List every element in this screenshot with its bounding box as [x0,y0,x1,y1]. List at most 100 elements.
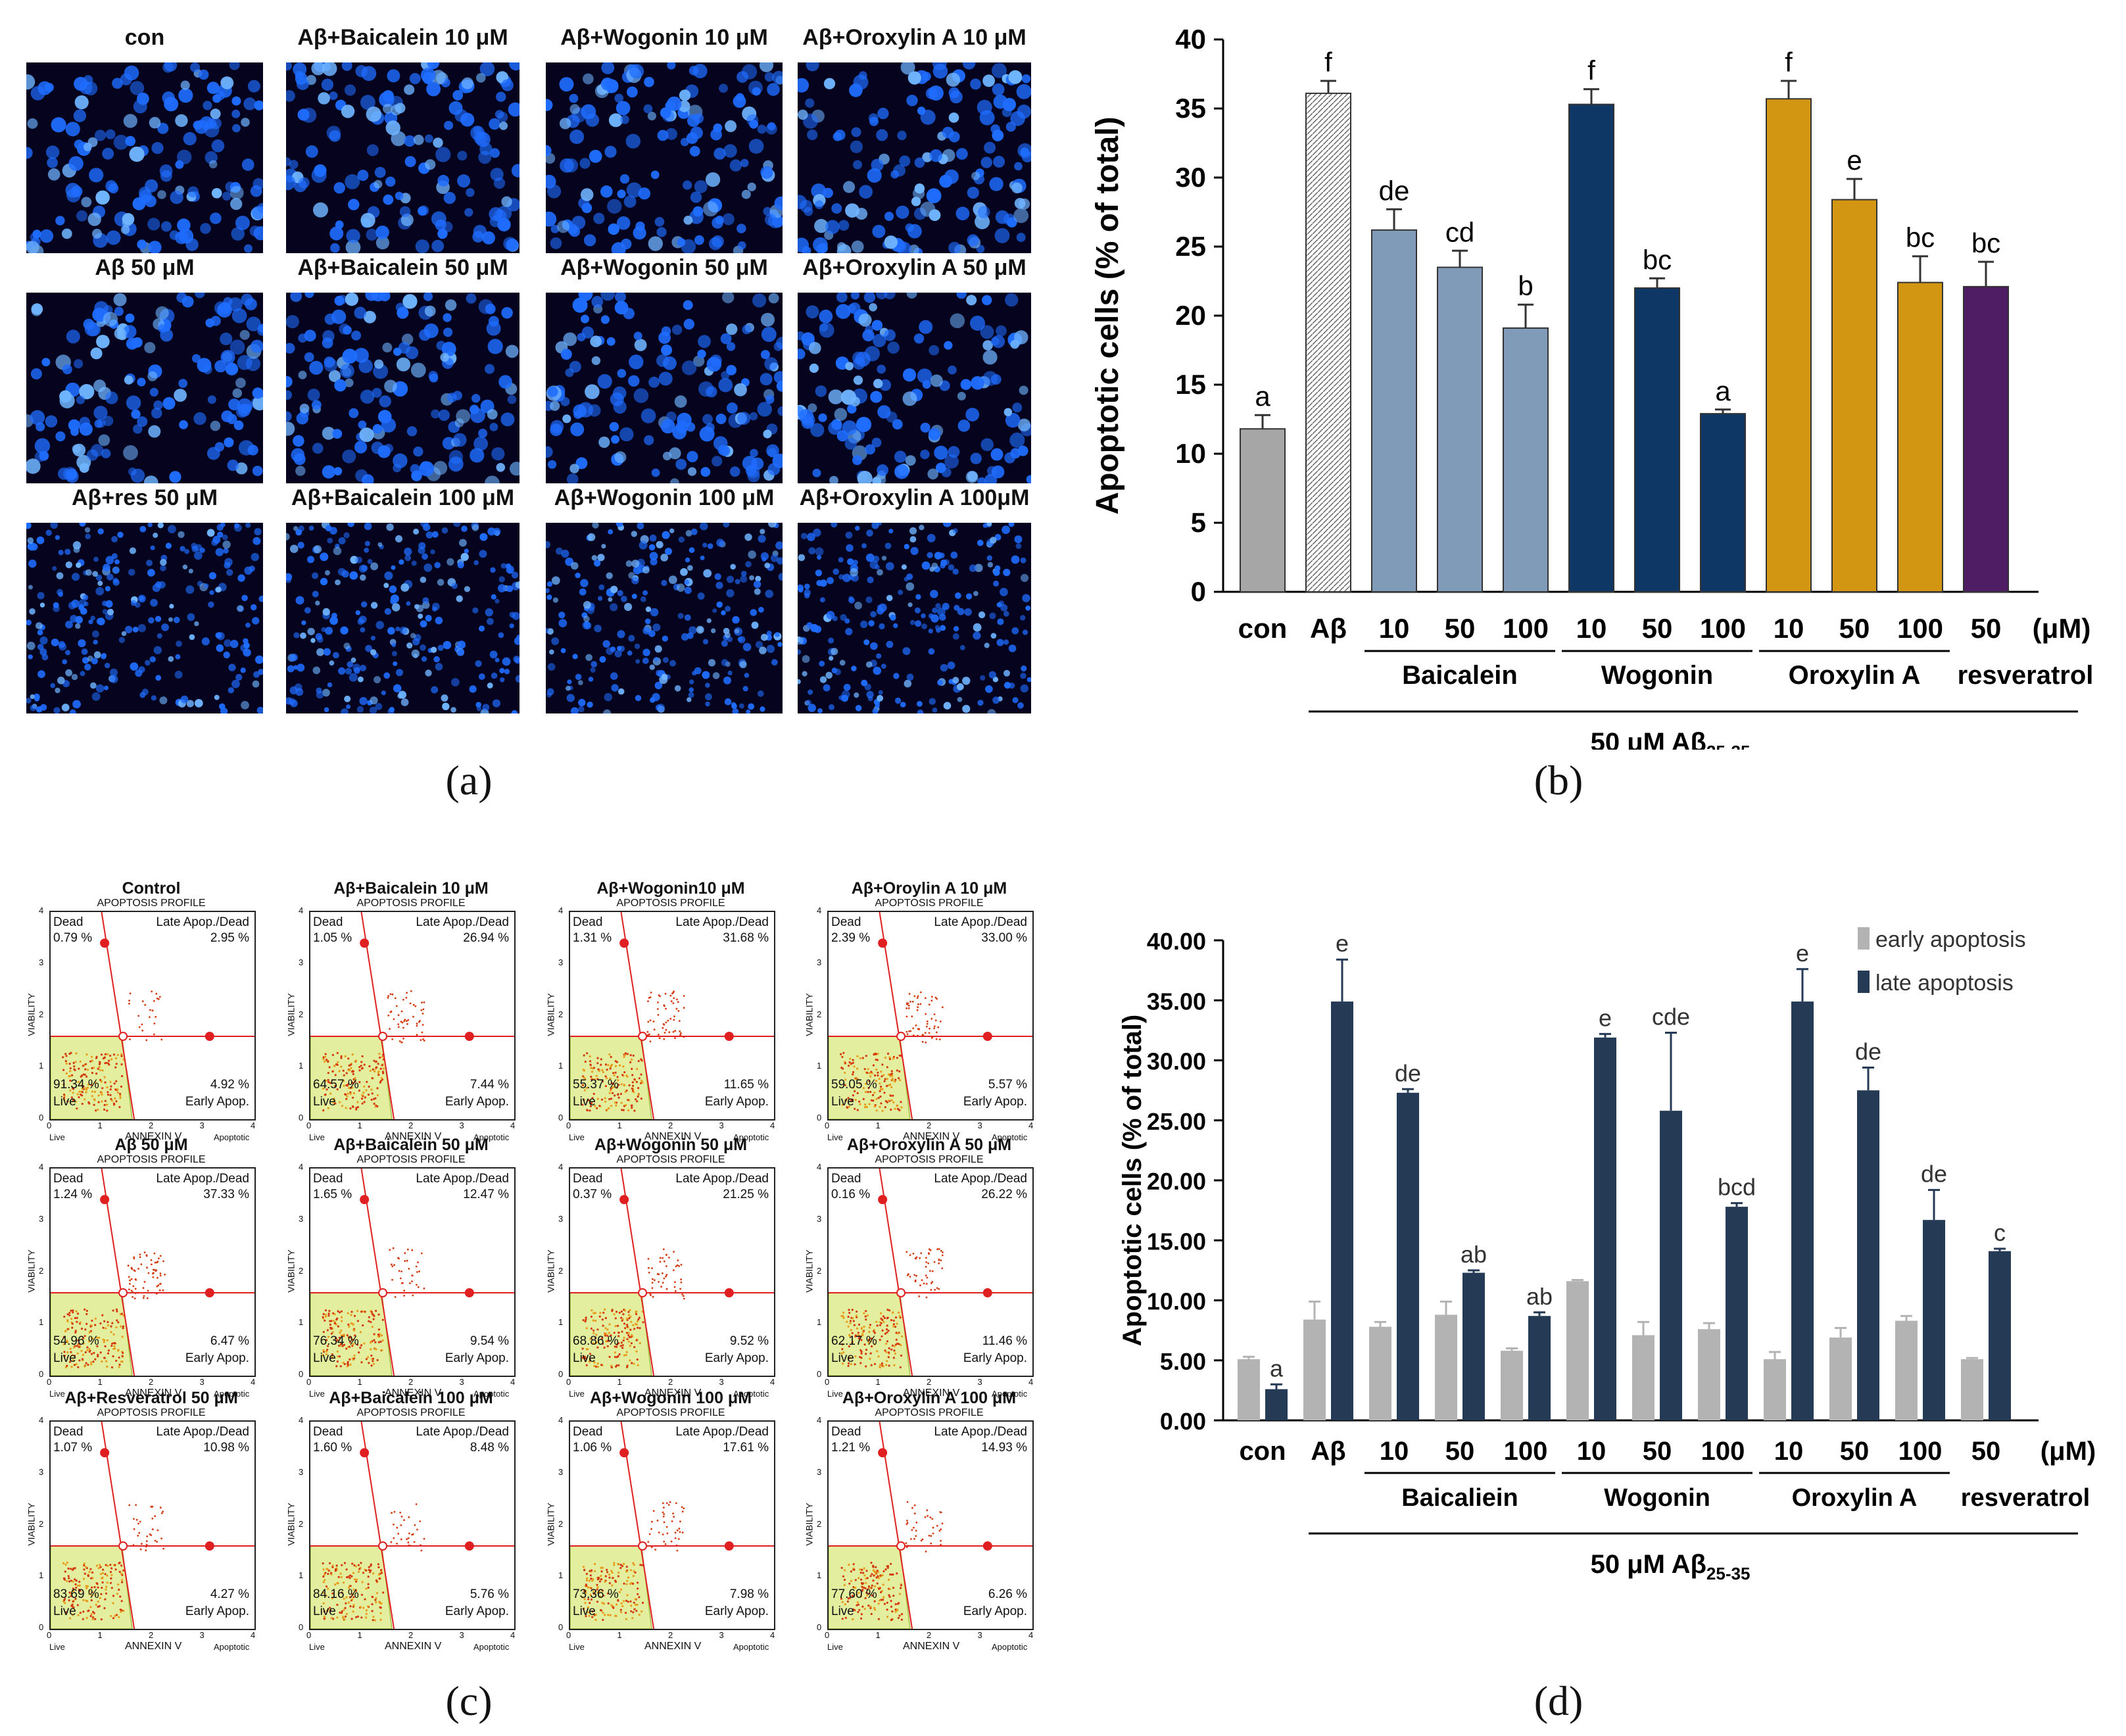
cell-event [856,1601,859,1604]
cell-event [888,1587,891,1591]
cell-event [64,1060,67,1063]
x-tick-label: 0 [47,1630,52,1640]
cell-event [609,1077,612,1080]
cell-event [883,1092,886,1094]
cell-event [610,1570,613,1572]
cell-event [613,1313,616,1316]
cell-event [379,1612,382,1614]
cell-event [400,1524,402,1526]
cell-event [334,1570,337,1572]
cell-event [336,1360,339,1363]
cell-event [402,1038,404,1040]
cell-event [423,1537,425,1540]
cell-event [866,1594,869,1597]
y-tick-label: 4 [39,1415,44,1425]
cell-event [85,1566,87,1568]
cell-event [615,1311,618,1313]
bar-early [1698,1329,1720,1420]
cell-event [865,1318,867,1321]
cell-event [674,1037,676,1039]
bar-late [1660,1111,1682,1420]
bar-late [1528,1316,1551,1420]
cell-event [72,1309,74,1312]
cell-event [882,1596,885,1599]
cell-event [159,1272,162,1274]
cell-event [381,1349,383,1351]
cell-event [335,1564,338,1567]
cell-event [870,1587,873,1589]
cell-event [604,1100,607,1103]
cell-event [85,1585,87,1587]
cell-event [370,1088,373,1091]
cell-event [614,1317,617,1320]
cell-event [898,1070,901,1073]
y-tick-label: 4 [558,1162,564,1172]
y-tick-label: 35 [1175,93,1206,124]
cell-event [101,1091,103,1094]
quadrant-early-value: 4.27 % [210,1587,249,1601]
x-tick-label: 2 [149,1630,154,1640]
flow-plot-subtitle: APOPTOSIS PROFILE [356,898,466,909]
cell-event [347,1057,350,1060]
micrograph-title: Aβ+Baicalein 100 μM [291,485,515,510]
quadrant-late-value: 31.68 % [723,931,769,945]
cell-event [621,1330,623,1333]
cell-event [351,1053,354,1056]
cell-event [868,1072,871,1074]
flow-plot-area [569,1420,775,1630]
cell-event [932,1526,934,1529]
cell-event [607,1614,610,1616]
quadrant-live-value: 68.86 % [573,1334,619,1348]
cell-event [617,1332,620,1334]
cell-event [888,1595,891,1598]
cell-event [128,1504,131,1507]
cell-event [84,1351,87,1354]
cell-event [377,1313,380,1316]
cell-event [110,1097,112,1100]
cell-event [591,1097,594,1099]
cell-event [844,1071,846,1074]
bar-early [1303,1319,1326,1420]
cell-event [876,1324,879,1327]
cell-event [909,1276,911,1278]
cell-event [865,1581,867,1584]
cell-event [859,1595,863,1598]
cell-event [610,1063,613,1066]
cell-event [594,1365,598,1368]
quadrant-early-value: 9.54 % [470,1334,509,1348]
cell-event [854,1579,857,1581]
cell-event [887,1073,890,1076]
cell-event [892,1595,895,1597]
cell-event [842,1314,844,1317]
cell-event [327,1587,329,1590]
gate-handle [360,1195,370,1205]
cell-event [393,1524,395,1526]
y-tick-label: 15 [1175,369,1206,400]
cell-event [886,1608,888,1611]
cell-event [368,1568,370,1572]
quadrant-late-label: Late Apop./Dead [934,915,1027,929]
cell-event [623,1084,625,1086]
cell-event [656,1008,659,1010]
cell-event [97,1101,100,1103]
group-label: Wogonin [1601,661,1713,690]
cell-event [112,1309,114,1312]
cell-event [928,1003,930,1006]
cell-event [97,1067,99,1070]
cell-event [160,1038,163,1041]
cell-event [154,1515,157,1518]
cell-event [594,1613,597,1616]
cell-event [924,1516,927,1518]
cell-event [878,1078,881,1080]
cell-event [879,1324,882,1326]
cell-event [887,1356,890,1359]
gate-handle [100,1448,110,1458]
cell-event [72,1589,75,1593]
cell-event [84,1308,86,1311]
cell-event [404,1260,406,1263]
cell-event [406,1020,408,1023]
cell-event [877,1577,880,1579]
cell-event [340,1316,343,1318]
flow-plot-svg [570,1169,774,1376]
cell-event [89,1060,92,1063]
